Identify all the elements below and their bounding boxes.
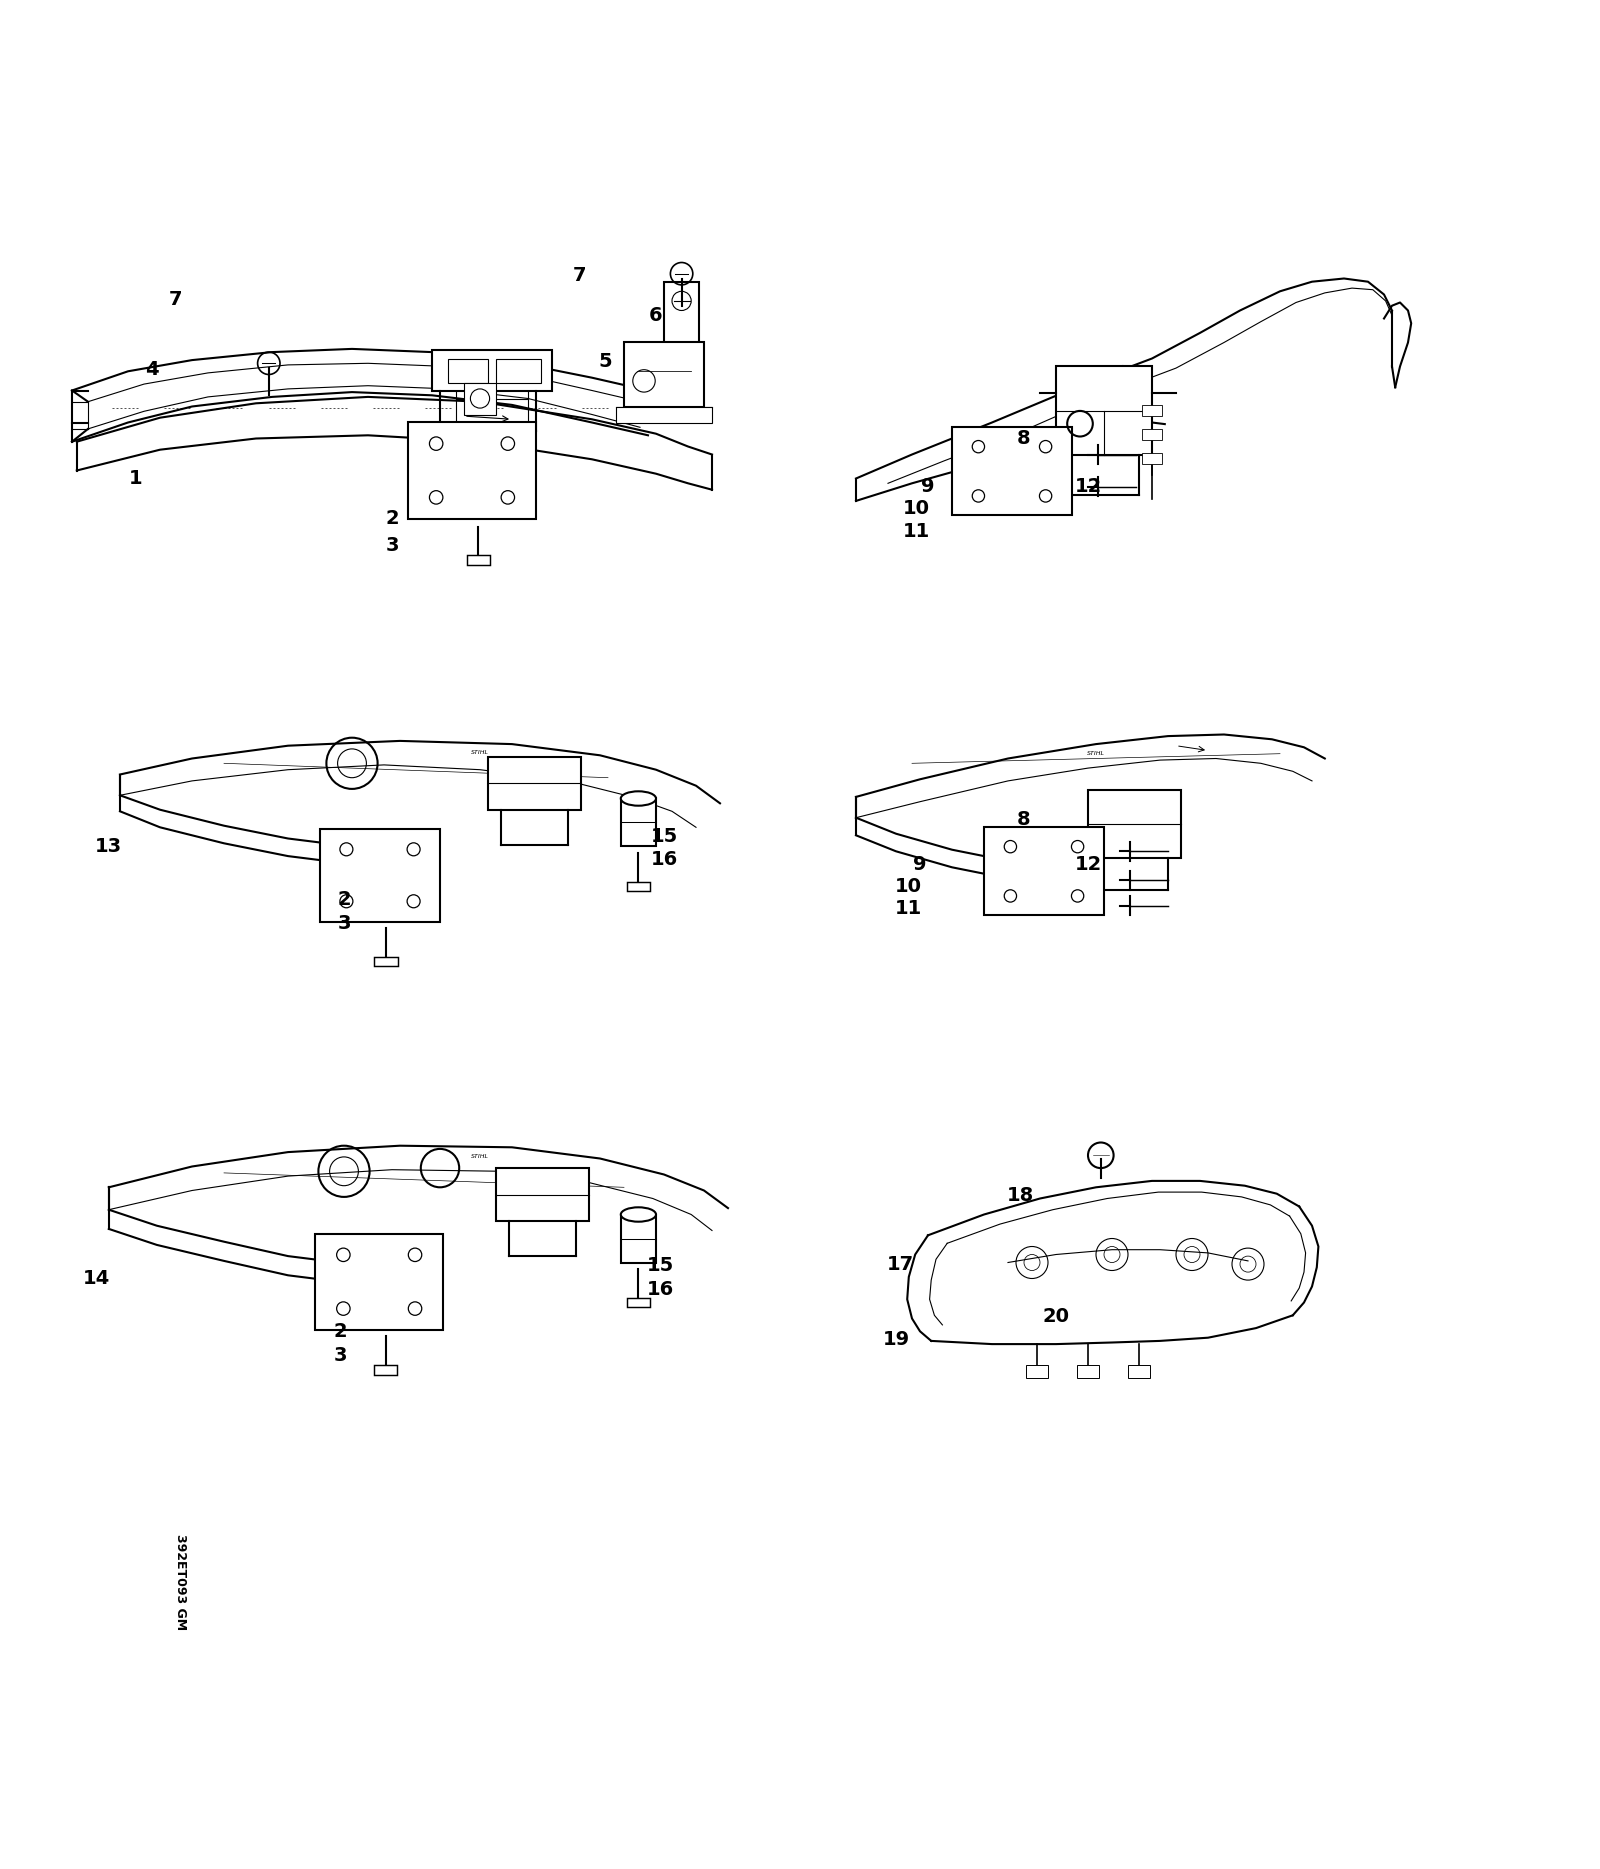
Ellipse shape (621, 791, 656, 806)
Text: 15: 15 (650, 828, 678, 847)
Text: 12: 12 (1074, 477, 1102, 495)
Text: 7: 7 (573, 265, 586, 284)
Bar (621, 798, 656, 847)
Bar (496, 1168, 589, 1220)
Text: 20: 20 (1043, 1308, 1069, 1327)
Text: 11: 11 (902, 521, 931, 540)
Text: 6: 6 (650, 307, 662, 325)
Bar (374, 1364, 397, 1374)
Bar (624, 342, 704, 406)
Bar (984, 828, 1104, 916)
Bar (1056, 366, 1152, 454)
Text: 16: 16 (650, 850, 678, 869)
Text: 10: 10 (896, 877, 922, 895)
Bar (1142, 452, 1162, 464)
Text: 3: 3 (386, 536, 398, 555)
Bar (1142, 406, 1162, 417)
Text: 14: 14 (82, 1269, 110, 1288)
Ellipse shape (621, 1207, 656, 1222)
Text: 1: 1 (130, 469, 142, 488)
Text: 392ET093 GM: 392ET093 GM (174, 1534, 187, 1630)
Bar (496, 359, 541, 383)
Bar (467, 555, 490, 564)
Text: 19: 19 (883, 1331, 909, 1349)
Text: 9: 9 (914, 854, 926, 873)
Bar (627, 1297, 650, 1306)
Text: STIHL: STIHL (1086, 751, 1106, 757)
Bar (488, 757, 581, 809)
Text: 3: 3 (338, 914, 350, 933)
Text: 18: 18 (1006, 1185, 1035, 1206)
Bar (408, 422, 536, 518)
Bar (616, 406, 712, 422)
Text: 5: 5 (598, 351, 611, 372)
Bar (432, 351, 552, 391)
Text: 3: 3 (334, 1346, 347, 1364)
Bar (664, 282, 699, 363)
Bar (464, 383, 496, 415)
Bar (315, 1234, 443, 1329)
Text: 15: 15 (646, 1256, 675, 1275)
Text: 7: 7 (170, 290, 182, 308)
Bar (320, 828, 440, 921)
Text: 8: 8 (1018, 430, 1030, 449)
Text: STIHL: STIHL (470, 1155, 490, 1159)
Text: 2: 2 (338, 890, 350, 908)
Text: 8: 8 (1018, 809, 1030, 828)
Bar (448, 359, 488, 383)
Text: 13: 13 (96, 837, 122, 856)
Text: 10: 10 (904, 499, 930, 518)
Text: 9: 9 (922, 477, 934, 495)
Text: 2: 2 (386, 508, 398, 529)
Bar (1026, 1364, 1048, 1377)
Text: 11: 11 (894, 899, 923, 918)
Bar (1128, 1364, 1150, 1377)
Bar (1088, 791, 1181, 858)
Text: 2: 2 (334, 1321, 347, 1340)
Bar (952, 428, 1072, 516)
Bar (627, 882, 650, 892)
Text: 17: 17 (888, 1254, 914, 1273)
Text: STIHL: STIHL (470, 749, 490, 755)
Text: 12: 12 (1074, 854, 1102, 873)
Text: 4: 4 (146, 361, 158, 379)
Bar (1142, 428, 1162, 439)
Text: 16: 16 (646, 1280, 675, 1299)
Bar (1077, 1364, 1099, 1377)
Bar (374, 957, 397, 966)
Bar (621, 1215, 656, 1262)
